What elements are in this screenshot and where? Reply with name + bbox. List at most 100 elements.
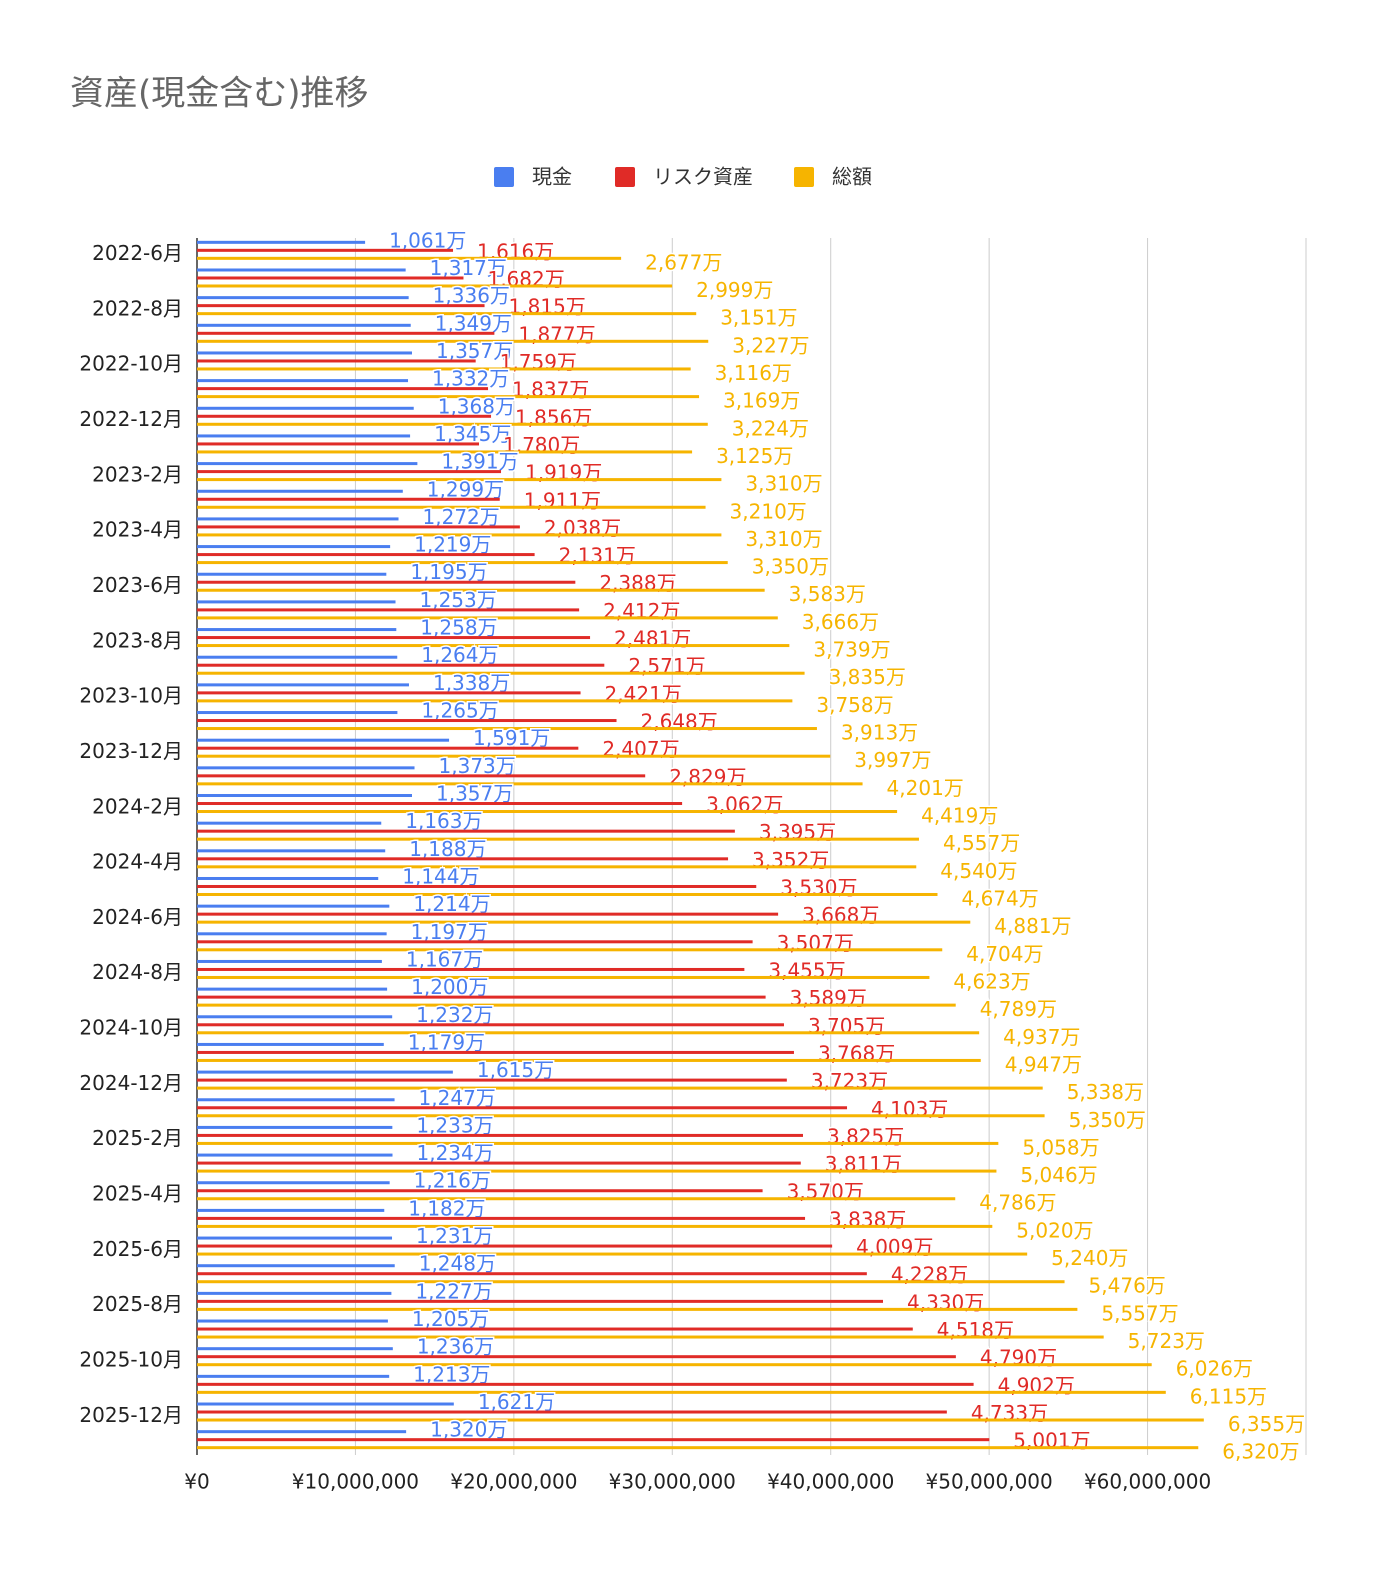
y-tick-label: 2024-12月: [79, 1071, 183, 1095]
bar: [197, 1058, 981, 1062]
y-tick-label: 2024-6月: [92, 905, 183, 929]
data-label: 4,937万: [1003, 1025, 1080, 1049]
bar: [197, 1307, 1078, 1311]
y-tick-label: 2025-6月: [92, 1237, 183, 1261]
x-tick-label: ¥60,000,000: [1084, 1470, 1211, 1494]
bar: [197, 1347, 393, 1351]
bar: [197, 256, 622, 260]
data-label: 1,233万: [416, 1113, 493, 1137]
bar: [197, 920, 971, 924]
x-tick-label: ¥10,000,000: [292, 1470, 419, 1494]
bar: [197, 1430, 407, 1434]
data-label: 1,621万: [478, 1390, 555, 1414]
bar: [197, 395, 700, 399]
bar: [197, 422, 708, 426]
bar: [197, 323, 411, 327]
bar: [197, 1382, 974, 1386]
bar: [197, 600, 396, 604]
data-label: 3,758万: [816, 693, 893, 717]
data-label: 1,234万: [417, 1141, 494, 1165]
bar: [197, 304, 485, 308]
bar: [197, 1335, 1104, 1339]
bar: [197, 505, 706, 509]
data-label: 3,210万: [730, 499, 807, 523]
data-label: 1,591万: [473, 726, 550, 750]
bar: [197, 1133, 803, 1137]
data-label: 5,338万: [1067, 1080, 1144, 1104]
data-label: 4,419万: [921, 804, 998, 828]
data-label: 3,310万: [745, 472, 822, 496]
bar: [197, 1236, 393, 1240]
bar: [197, 995, 766, 999]
legend-swatch: [794, 167, 814, 187]
y-tick-label: 2022-8月: [92, 296, 183, 320]
data-label: 1,332万: [432, 367, 509, 391]
legend-swatch: [494, 167, 514, 187]
bar: [197, 1003, 956, 1007]
data-label: 1,179万: [408, 1030, 485, 1054]
data-label: 5,020万: [1016, 1218, 1093, 1242]
data-label: 1,236万: [417, 1335, 494, 1359]
bar: [197, 284, 673, 288]
data-label: 1,336万: [433, 284, 510, 308]
data-label: 3,169万: [723, 389, 800, 413]
bar: [197, 553, 535, 557]
x-tick-label: ¥30,000,000: [609, 1470, 736, 1494]
data-label: 4,330万: [907, 1290, 984, 1314]
data-label: 5,058万: [1022, 1135, 1099, 1159]
bar: [197, 1327, 913, 1331]
data-label: 4,789万: [980, 997, 1057, 1021]
bar: [197, 857, 729, 861]
data-label: 1,391万: [441, 450, 518, 474]
bar: [197, 1208, 385, 1212]
data-label: 1,214万: [413, 892, 490, 916]
bar: [197, 1244, 833, 1248]
data-label: 1,205万: [412, 1307, 489, 1331]
bar: [197, 545, 391, 549]
bar: [197, 636, 591, 640]
bar: [197, 533, 722, 537]
bar: [197, 1197, 956, 1201]
data-label: 1,231万: [416, 1224, 493, 1248]
bar: [197, 572, 387, 576]
legend-label: 総額: [832, 165, 872, 189]
bar: [197, 1015, 393, 1019]
bar: [197, 312, 697, 316]
bar: [197, 379, 409, 383]
bar: [197, 616, 778, 620]
bar: [197, 1355, 956, 1359]
data-label: 1,061万: [389, 228, 466, 252]
bar: [197, 884, 757, 888]
bar: [197, 1224, 993, 1228]
data-label: 1,265万: [421, 699, 498, 723]
data-label: 1,200万: [411, 975, 488, 999]
data-label: 4,881万: [994, 914, 1071, 938]
data-label: 5,046万: [1020, 1163, 1097, 1187]
bar: [197, 1181, 390, 1185]
bar: [197, 331, 495, 335]
bar: [197, 1272, 867, 1276]
bar: [197, 1106, 848, 1110]
legend-swatch: [615, 167, 635, 187]
y-tick-label: 2024-4月: [92, 850, 183, 874]
data-label: 1,232万: [416, 1003, 493, 1027]
data-label: 6,320万: [1222, 1440, 1299, 1464]
data-label: 3,583万: [789, 582, 866, 606]
y-tick-label: 2023-12月: [79, 739, 183, 763]
data-label: 4,674万: [961, 886, 1038, 910]
data-label: 3,116万: [715, 361, 792, 385]
data-label: 5,723万: [1128, 1329, 1205, 1353]
bar: [197, 829, 735, 833]
bar: [197, 442, 480, 446]
bar: [197, 1319, 388, 1323]
data-label: 1,345万: [434, 422, 511, 446]
bar: [197, 470, 502, 474]
bar: [197, 782, 863, 786]
bar: [197, 478, 722, 482]
data-label: 4,623万: [953, 969, 1030, 993]
y-tick-label: 2023-6月: [92, 573, 183, 597]
data-label: 1,248万: [419, 1252, 496, 1276]
bar: [197, 655, 398, 659]
